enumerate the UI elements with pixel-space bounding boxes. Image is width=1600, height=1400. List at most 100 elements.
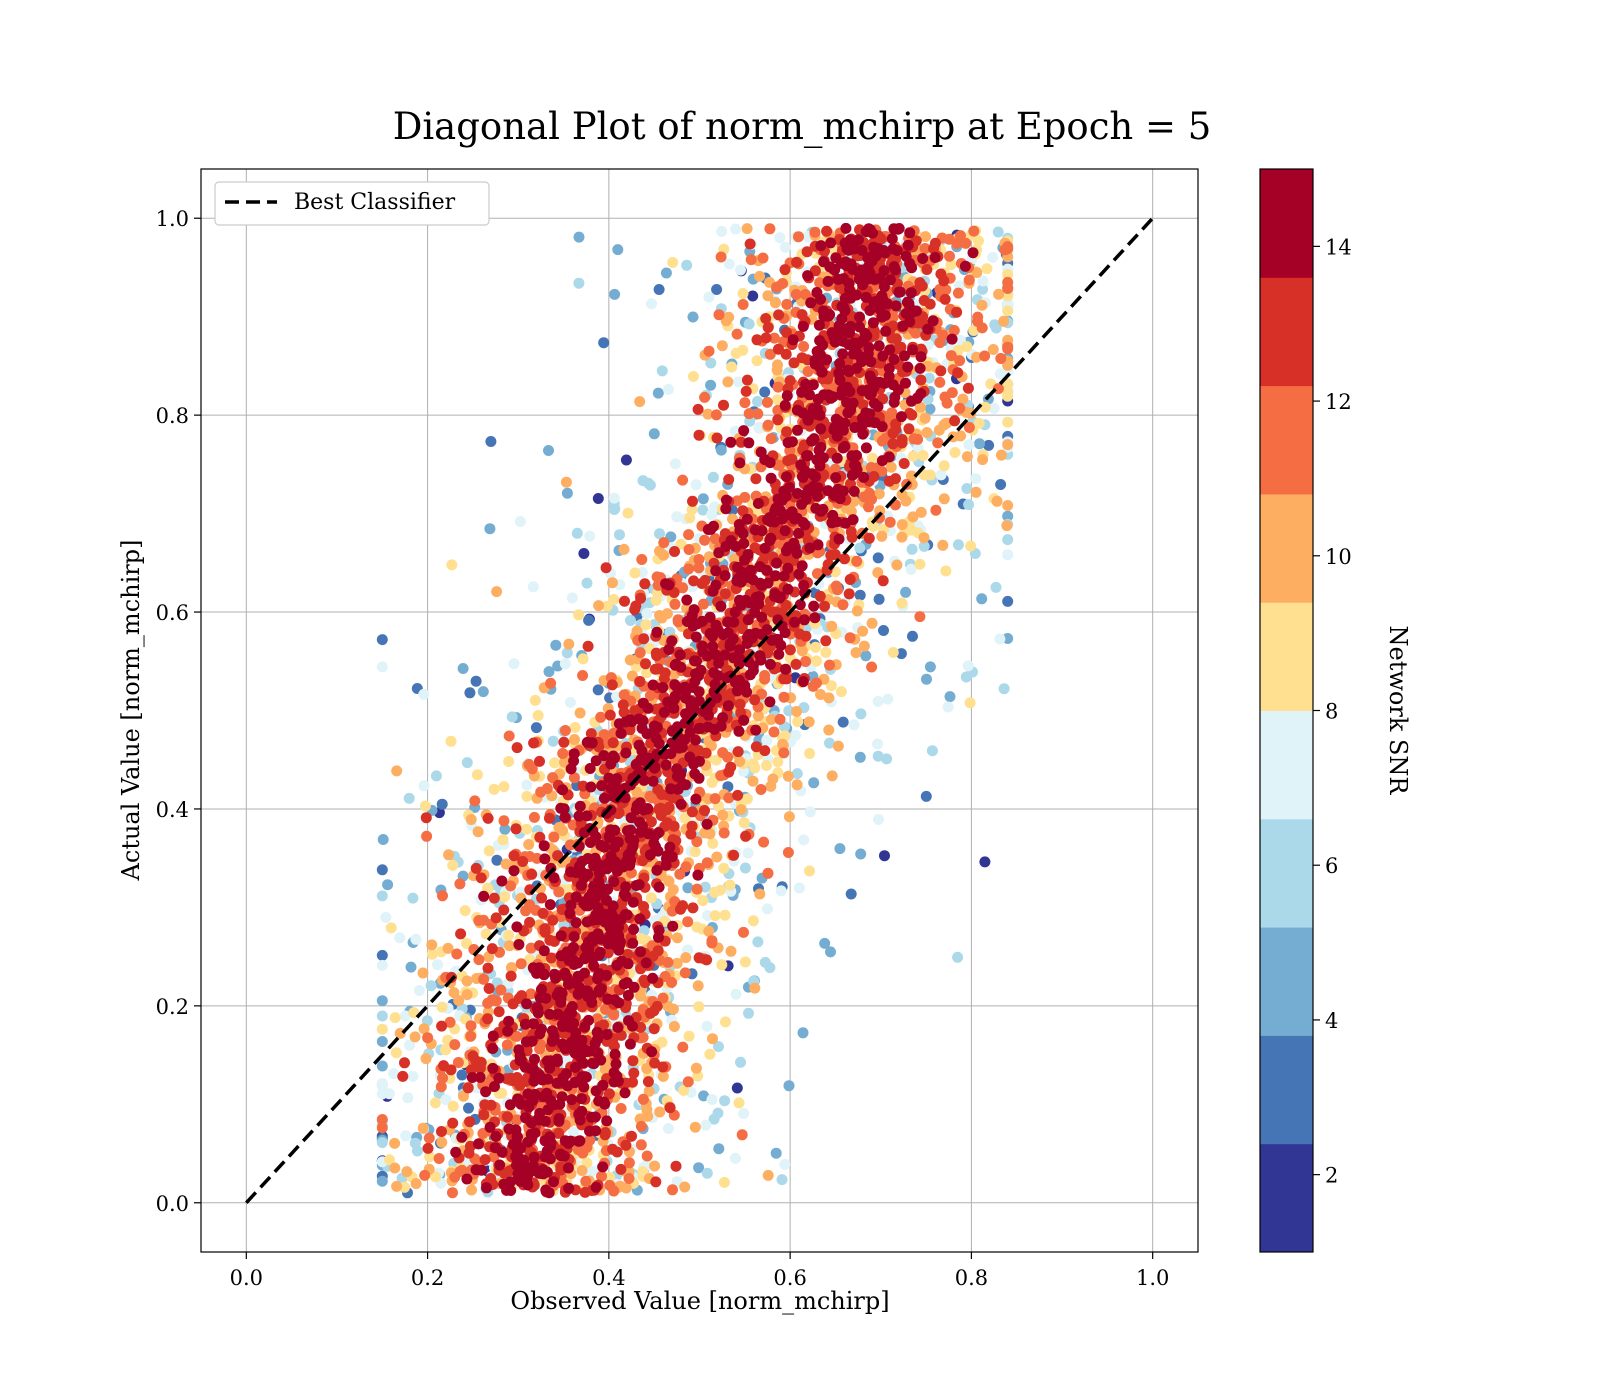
scatter-point: [662, 1000, 674, 1012]
scatter-point: [716, 225, 728, 237]
scatter-point: [498, 781, 510, 793]
scatter-point: [687, 495, 698, 507]
scatter-point: [681, 594, 693, 606]
scatter-point: [977, 283, 989, 295]
scatter-point: [792, 488, 803, 499]
scatter-point: [891, 559, 903, 571]
scatter-point: [622, 507, 634, 519]
scatter-point: [720, 315, 732, 327]
scatter-point: [461, 975, 473, 987]
scatter-point: [592, 1047, 604, 1059]
scatter-point: [781, 673, 793, 685]
scatter-point: [534, 831, 546, 843]
scatter-point: [612, 1021, 624, 1033]
scatter-point: [527, 1018, 539, 1030]
scatter-point: [506, 711, 518, 723]
scatter-point: [917, 253, 929, 264]
scatter-point: [995, 479, 1007, 490]
scatter-point: [488, 783, 500, 795]
scatter-point: [420, 1053, 432, 1065]
scatter-point: [683, 544, 695, 555]
scatter-point: [803, 716, 815, 728]
scatter-point: [740, 594, 752, 606]
scatter-point: [777, 278, 789, 289]
scatter-point: [471, 769, 483, 781]
scatter-point: [539, 923, 551, 935]
scatter-point: [523, 839, 535, 850]
scatter-point: [496, 875, 508, 887]
scatter-point: [939, 418, 951, 430]
scatter-point: [593, 1095, 605, 1107]
scatter-point: [609, 841, 621, 853]
scatter-point: [608, 492, 620, 504]
scatter-point: [465, 814, 477, 825]
scatter-point: [720, 503, 732, 515]
scatter-point: [640, 658, 651, 670]
scatter-point: [618, 689, 630, 701]
scatter-point: [834, 843, 846, 855]
scatter-point: [815, 689, 826, 700]
scatter-point: [781, 426, 793, 438]
scatter-point: [773, 459, 785, 471]
scatter-point: [672, 616, 684, 628]
scatter-point: [548, 872, 560, 884]
scatter-point: [584, 763, 596, 774]
scatter-point: [686, 806, 698, 818]
scatter-point: [769, 297, 781, 309]
scatter-point: [790, 658, 802, 670]
scatter-point: [559, 658, 571, 670]
scatter-point: [577, 670, 589, 681]
scatter-point: [735, 1056, 746, 1068]
scatter-point: [422, 1142, 434, 1154]
scatter-point: [800, 630, 812, 642]
scatter-point: [466, 1184, 477, 1196]
scatter-point: [731, 575, 743, 587]
scatter-point: [599, 841, 610, 853]
scatter-point: [663, 875, 675, 887]
scatter-point: [528, 811, 540, 823]
scatter-point: [491, 854, 503, 866]
scatter-point: [905, 470, 917, 482]
scatter-point: [915, 374, 927, 386]
scatter-point: [655, 810, 667, 821]
scatter-point: [569, 722, 581, 733]
scatter-point: [513, 939, 525, 950]
scatter-point: [715, 251, 727, 263]
scatter-point: [553, 886, 565, 898]
scatter-point: [683, 1030, 695, 1042]
scatter-point: [916, 280, 928, 292]
scatter-point: [719, 1095, 731, 1107]
scatter-point: [548, 831, 560, 843]
scatter-point: [815, 505, 827, 517]
scatter-point: [793, 882, 805, 894]
scatter-point: [430, 1171, 441, 1183]
scatter-point: [668, 1021, 680, 1032]
scatter-point: [530, 722, 542, 734]
scatter-point: [826, 770, 838, 782]
scatter-point: [749, 606, 761, 618]
scatter-point: [963, 274, 975, 286]
scatter-point: [680, 861, 692, 873]
scatter-point: [998, 315, 1010, 327]
scatter-point: [418, 1023, 430, 1035]
scatter-point: [376, 1122, 388, 1134]
scatter-point: [662, 1123, 674, 1134]
scatter-point: [945, 259, 957, 271]
scatter-point: [410, 1178, 422, 1190]
scatter-point: [511, 1114, 523, 1126]
scatter-point: [910, 235, 922, 247]
scatter-point: [399, 1057, 410, 1069]
scatter-point: [670, 1160, 682, 1172]
scatter-point: [951, 306, 963, 318]
scatter-point: [652, 387, 664, 399]
scatter-point: [987, 251, 999, 263]
scatter-point: [744, 238, 756, 250]
scatter-point: [646, 792, 658, 804]
scatter-point: [478, 1109, 490, 1121]
scatter-point: [514, 516, 526, 527]
scatter-point: [484, 1121, 496, 1133]
scatter-point: [683, 529, 695, 541]
scatter-point: [544, 899, 556, 911]
scatter-point: [491, 586, 503, 598]
scatter-point: [382, 879, 394, 891]
